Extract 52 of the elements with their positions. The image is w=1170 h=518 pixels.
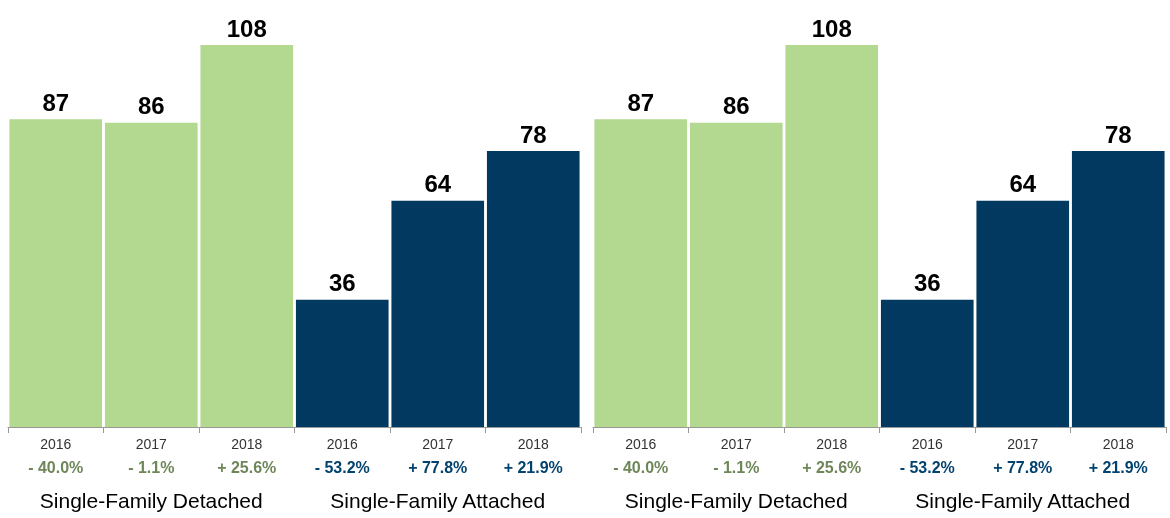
text: + 25.6% — [217, 458, 277, 476]
text: - 40.0% — [28, 458, 84, 476]
data-label: 78 — [519, 120, 547, 148]
text: - 1.1% — [128, 458, 175, 476]
text: - 1.1% — [713, 458, 760, 476]
x-tick-label: 2017 — [135, 436, 168, 452]
text: Single-Family Detached — [39, 488, 263, 512]
text: + 21.9% — [1088, 458, 1148, 476]
text: Single-Family Detached — [624, 488, 848, 512]
data-label: 64 — [1009, 170, 1037, 198]
x-tick-label: 2017 — [1007, 436, 1039, 452]
data-label: 108 — [811, 14, 852, 42]
data-label: 86 — [137, 92, 165, 120]
data-label: 64 — [424, 170, 452, 198]
bar — [976, 200, 1070, 427]
text: - 53.2% — [899, 458, 955, 476]
bar — [1071, 151, 1165, 427]
data-label: 86 — [722, 92, 750, 120]
bar — [689, 122, 783, 427]
text: - 53.2% — [314, 458, 370, 476]
bar — [880, 299, 974, 427]
x-tick-label: 2016 — [326, 436, 359, 452]
data-label: 108 — [226, 14, 267, 42]
bar — [200, 45, 294, 427]
bar — [104, 122, 198, 427]
bar — [9, 119, 103, 427]
text: - 40.0% — [613, 458, 669, 476]
bar — [486, 151, 580, 427]
x-tick-label: 2016 — [625, 436, 657, 452]
x-tick-label: 2018 — [1102, 436, 1135, 452]
data-label: 36 — [913, 269, 941, 297]
data-label: 87 — [627, 88, 655, 116]
text: + 77.8% — [993, 458, 1053, 476]
data-label: 78 — [1104, 120, 1132, 148]
x-tick-label: 2017 — [720, 436, 753, 452]
data-label: 87 — [42, 88, 70, 116]
bar — [785, 45, 879, 427]
data-label: 36 — [328, 269, 356, 297]
x-tick-label: 2018 — [231, 436, 263, 452]
text: + 77.8% — [408, 458, 468, 476]
text: Single-Family Attached — [330, 488, 546, 512]
x-tick-label: 2016 — [40, 436, 72, 452]
x-tick-label: 2017 — [422, 436, 454, 452]
x-tick-label: 2018 — [517, 436, 550, 452]
bar — [295, 299, 389, 427]
x-tick-label: 2018 — [816, 436, 848, 452]
bar — [594, 119, 688, 427]
x-tick-label: 2016 — [911, 436, 944, 452]
text: + 25.6% — [802, 458, 862, 476]
text: Single-Family Attached — [915, 488, 1131, 512]
text: + 21.9% — [503, 458, 563, 476]
bar — [391, 200, 485, 427]
